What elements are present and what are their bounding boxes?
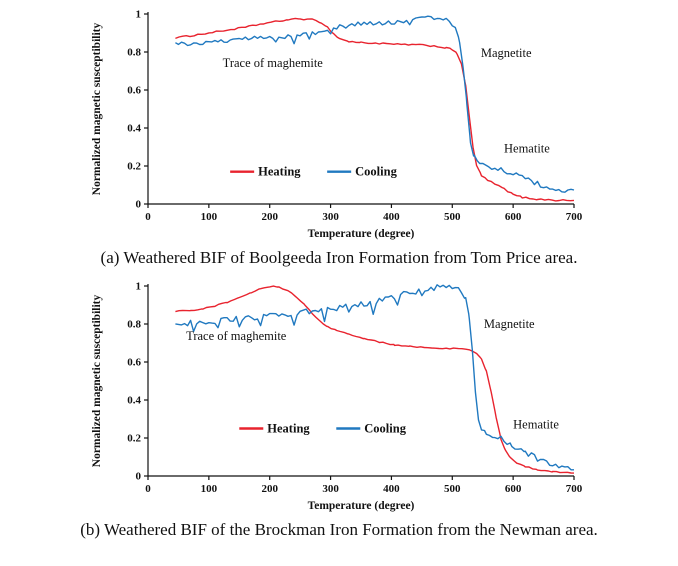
- y-tick-label: 0.8: [127, 319, 141, 331]
- y-tick-label: 1: [136, 9, 142, 21]
- y-axis-label: Normalized magnetic susceptibility: [91, 23, 103, 196]
- annotation: Trace of maghemite: [223, 56, 324, 70]
- y-tick-label: 0: [135, 471, 141, 483]
- chart-a-svg: 0 100 200 300 400 500 600 700 0 0.2 0.4 0.6 0.8 1 Temp…: [91, 9, 583, 241]
- legend-label: Cooling: [355, 165, 397, 179]
- legend: Heating Cooling: [230, 165, 398, 179]
- x-tick-label: 100: [201, 211, 218, 223]
- y-tick-label: 1: [135, 281, 141, 293]
- legend: Heating Cooling: [239, 422, 407, 436]
- chart-panel-b: 0 100 200 300 400 500 600 700 0 0.2 0.4 0.6 0.8 1 Temp…: [80, 276, 598, 548]
- caption-a: (a) Weathered BIF of Boolgeeda Iron Form…: [100, 248, 578, 267]
- x-tick-label: 200: [261, 211, 278, 223]
- x-tick-label: 100: [201, 483, 218, 495]
- x-tick-label: 300: [322, 483, 339, 495]
- y-tick-label: 0.2: [127, 161, 141, 173]
- cooling-curve: [175, 284, 574, 471]
- annotation: Magnetite: [481, 46, 532, 60]
- annotation: Hematite: [513, 418, 559, 432]
- x-tick-label: 0: [145, 483, 151, 495]
- x-tick-label: 300: [322, 211, 339, 223]
- y-tick-label: 0.4: [127, 395, 141, 407]
- annotation: Trace of maghemite: [186, 329, 287, 343]
- y-tick-label: 0.2: [127, 433, 141, 445]
- x-axis-label: Temperature (degree): [308, 228, 415, 240]
- x-tick-label: 400: [383, 211, 400, 223]
- legend-label: Heating: [267, 422, 310, 436]
- axes: 0 100 200 300 400 500 600 700 0 0.2 0.4 0.6 0.8 1: [127, 281, 583, 496]
- x-axis-label: Temperature (degree): [308, 500, 415, 512]
- cooling-curve: [175, 15, 575, 193]
- x-tick-label: 600: [505, 211, 522, 223]
- chart-b-svg: 0 100 200 300 400 500 600 700 0 0.2 0.4 0.6 0.8 1 Temp…: [91, 281, 583, 513]
- y-tick-label: 0.8: [127, 47, 141, 59]
- x-tick-label: 500: [444, 483, 461, 495]
- chart-panel-a: 0 100 200 300 400 500 600 700 0 0.2 0.4 0.6 0.8 1 Temp…: [86, 4, 592, 276]
- x-tick-label: 700: [566, 483, 583, 495]
- x-tick-label: 500: [444, 211, 461, 223]
- x-tick-label: 700: [566, 211, 583, 223]
- y-tick-label: 0.4: [127, 123, 141, 135]
- figure: 0 100 200 300 400 500 600 700 0 0.2 0.4 0.6 0.8 1 Temp…: [80, 4, 598, 548]
- y-tick-label: 0: [136, 199, 142, 211]
- annotation: Hematite: [504, 142, 550, 156]
- x-tick-label: 0: [145, 211, 151, 223]
- y-tick-label: 0.6: [127, 85, 141, 97]
- annotation: Magnetite: [484, 317, 535, 331]
- x-tick-label: 600: [505, 483, 522, 495]
- axes: 0 100 200 300 400 500 600 700 0 0.2 0.4 0.6 0.8 1: [127, 9, 583, 224]
- legend-label: Heating: [258, 165, 301, 179]
- y-tick-label: 0.6: [127, 357, 141, 369]
- caption-b: (b) Weathered BIF of the Brockman Iron F…: [80, 520, 598, 539]
- heating-curve: [175, 17, 575, 202]
- x-tick-label: 200: [261, 483, 278, 495]
- heating-curve: [175, 285, 575, 474]
- legend-label: Cooling: [364, 422, 406, 436]
- x-tick-label: 400: [383, 483, 400, 495]
- y-axis-label: Normalized magnetic susceptibility: [91, 295, 103, 468]
